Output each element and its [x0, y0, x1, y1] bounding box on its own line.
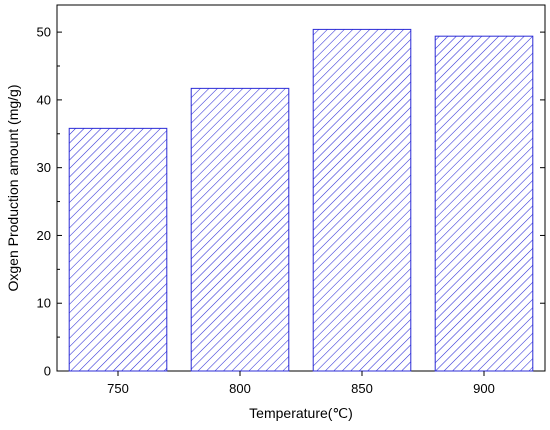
y-tick-label-50: 50: [37, 25, 51, 40]
x-axis-label: Temperature(℃): [249, 405, 353, 421]
y-axis-label: Oxgen Production amount (mg/g): [5, 85, 21, 292]
x-tick-label-850: 850: [351, 381, 373, 396]
bar-750: [68, 127, 168, 372]
y-axis: 0 10 20 30 40 50: [37, 25, 545, 379]
x-tick-label-750: 750: [107, 381, 129, 396]
y-tick-label-0: 0: [44, 364, 51, 379]
y-tick-label-20: 20: [37, 228, 51, 243]
bar-900: [434, 35, 534, 372]
y-tick-label-10: 10: [37, 296, 51, 311]
bar-850: [312, 28, 412, 372]
bars-group: [68, 28, 534, 372]
x-tick-label-800: 800: [229, 381, 251, 396]
bar-800: [190, 87, 290, 372]
plot-area-frame: [56, 4, 546, 372]
y-tick-label-40: 40: [37, 92, 51, 107]
x-tick-label-900: 900: [473, 381, 495, 396]
y-tick-label-30: 30: [37, 160, 51, 175]
x-axis: 750 800 850 900: [107, 371, 495, 396]
